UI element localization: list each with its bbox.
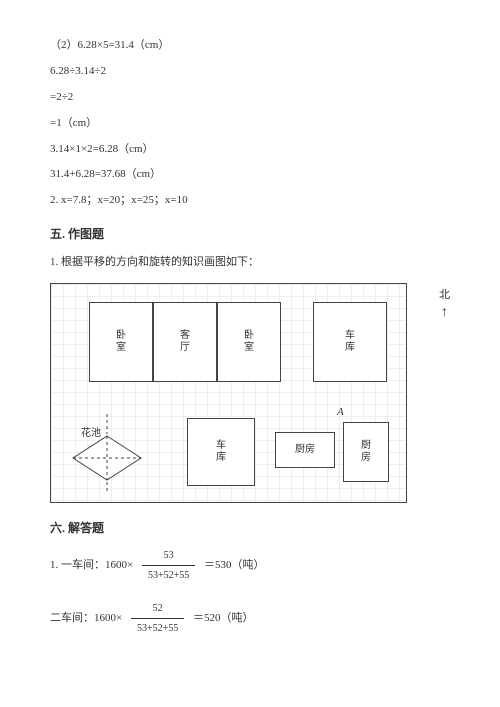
flower-pond-diamond xyxy=(71,434,143,482)
answer-2: 二车间：1600× 52 53+52+55 ＝520（吨） xyxy=(50,599,450,638)
calc-line: 3.14×1×2=6.28（cm） xyxy=(50,139,450,160)
room-kitchen-2: 厨 房 xyxy=(343,422,389,482)
calc-line: 6.28÷3.14÷2 xyxy=(50,61,450,82)
fraction-1-num: 53 xyxy=(142,546,195,566)
calc-line: =1（cm） xyxy=(50,113,450,134)
answer-2-suffix: ＝520（吨） xyxy=(193,612,254,624)
section-5-desc: 1. 根据平移的方向和旋转的知识画图如下： xyxy=(50,252,450,273)
calc-line: =2÷2 xyxy=(50,87,450,108)
calc-line: （2）6.28×5=31.4（cm） xyxy=(50,35,450,56)
section-5-title: 五. 作图题 xyxy=(50,223,450,246)
fraction-1-den: 53+52+55 xyxy=(142,566,195,585)
answer-1: 1. 一车间：1600× 53 53+52+55 ＝530（吨） xyxy=(50,546,450,585)
north-indicator: 北 ↑ xyxy=(439,285,450,320)
room-kitchen-1: 厨房 xyxy=(275,432,335,468)
north-label: 北 xyxy=(439,285,450,306)
floorplan-grid: 卧 室 客 厅 卧 室 车 库 车 库 厨房 厨 房 A 花池 xyxy=(50,283,407,503)
fraction-2-den: 53+52+55 xyxy=(131,619,184,638)
room-garage-1: 车 库 xyxy=(313,302,387,382)
answer-2-prefix: 二车间：1600× xyxy=(50,612,122,624)
fraction-2-num: 52 xyxy=(131,599,184,619)
calc-line: 31.4+6.28=37.68（cm） xyxy=(50,164,450,185)
fraction-2: 52 53+52+55 xyxy=(131,599,184,638)
room-bedroom-1: 卧 室 xyxy=(89,302,153,382)
answer-1-prefix: 1. 一车间：1600× xyxy=(50,559,133,571)
calc-line: 2. x=7.8；x=20；x=25；x=10 xyxy=(50,190,450,211)
room-living: 客 厅 xyxy=(153,302,217,382)
label-a: A xyxy=(337,402,344,423)
section-6-title: 六. 解答题 xyxy=(50,517,450,540)
room-garage-2: 车 库 xyxy=(187,418,255,486)
page: （2）6.28×5=31.4（cm） 6.28÷3.14÷2 =2÷2 =1（c… xyxy=(0,0,500,664)
floorplan-wrap: 北 ↑ 卧 室 客 厅 卧 室 车 库 车 库 厨房 厨 房 A 花池 xyxy=(50,283,430,503)
answer-1-suffix: ＝530（吨） xyxy=(204,559,265,571)
north-arrow-icon: ↑ xyxy=(439,306,450,320)
fraction-1: 53 53+52+55 xyxy=(142,546,195,585)
room-bedroom-2: 卧 室 xyxy=(217,302,281,382)
